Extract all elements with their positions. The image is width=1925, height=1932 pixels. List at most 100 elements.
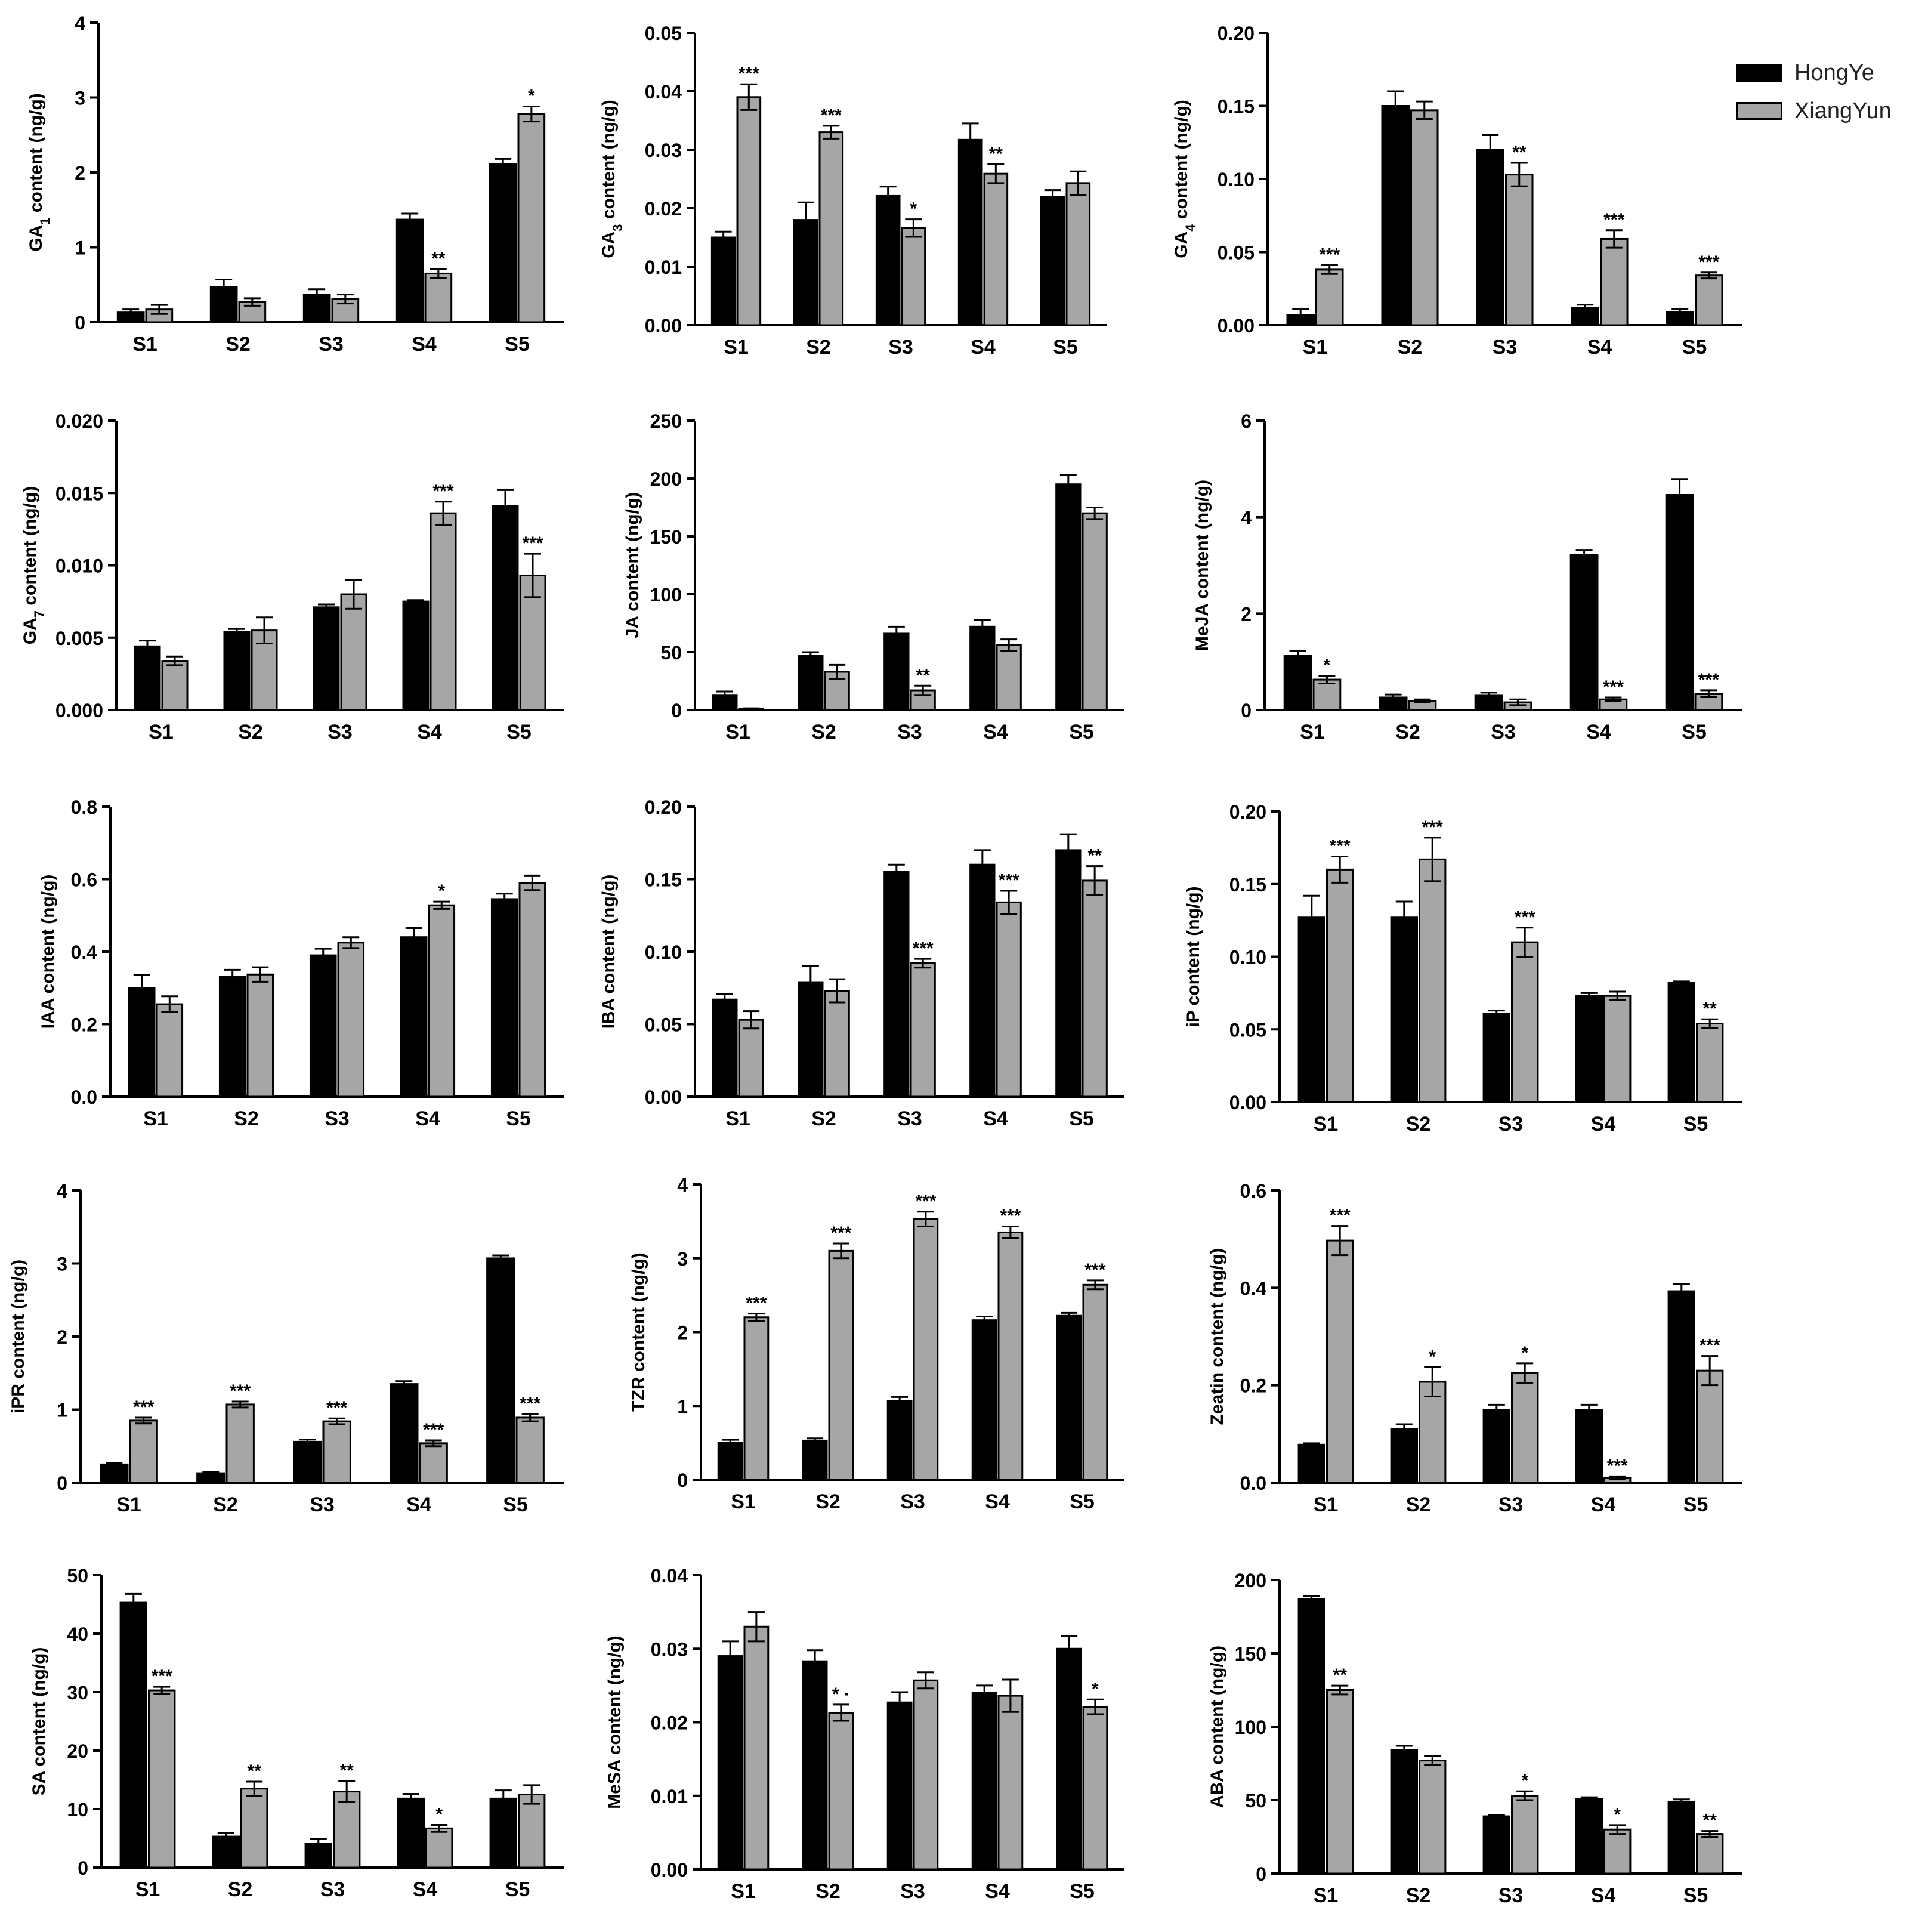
- y-tick-label: 1: [75, 237, 85, 259]
- bar-xiangyun: [337, 942, 365, 1098]
- y-tick-label: 150: [650, 526, 682, 548]
- x-tick-label: S2: [811, 721, 836, 743]
- x-tick-label: S5: [505, 1878, 530, 1901]
- y-tick-label: 4: [75, 13, 85, 34]
- x-tick-label: S2: [811, 1107, 836, 1130]
- bar-hongye: [1665, 493, 1694, 711]
- significance-label: ***: [133, 1397, 154, 1417]
- bar-hongye: [1056, 1314, 1082, 1481]
- significance-label: ***: [1700, 1336, 1720, 1356]
- chart-panel-3: 0.00 0.05 0.10 0.15 0.20 GA4 content (ng/g) **…: [1172, 23, 1742, 359]
- x-tick-label: S5: [1053, 336, 1078, 359]
- bar-hongye: [1297, 1443, 1326, 1484]
- bar-xiangyun: [1082, 512, 1108, 711]
- y-tick-label: 250: [650, 411, 682, 432]
- significance-label: ***: [1607, 1456, 1628, 1476]
- x-tick-label: S1: [1303, 336, 1328, 359]
- bar-xiangyun: [1419, 1760, 1447, 1875]
- x-tick-label: S1: [725, 1107, 750, 1130]
- bar-hongye: [717, 1655, 743, 1871]
- y-tick-label: 0.02: [651, 1712, 688, 1734]
- y-axis-label-rest: content (ng/g): [20, 486, 40, 610]
- y-tick-label: 0.0: [1240, 1473, 1266, 1494]
- bar-hongye: [883, 871, 910, 1098]
- bar-xiangyun: [743, 1625, 770, 1871]
- bar-hongye: [886, 1701, 913, 1871]
- significance-label: *: [1614, 1805, 1621, 1825]
- bar-hongye: [313, 606, 340, 711]
- y-tick-label: 0.010: [55, 555, 103, 577]
- bar-hongye: [798, 981, 824, 1098]
- significance-label: **: [1333, 1665, 1348, 1685]
- y-axis-label: MeSA content (ng/g): [605, 1635, 625, 1809]
- y-tick-label: 0.03: [645, 140, 682, 161]
- y-tick-label: 0: [57, 1473, 67, 1494]
- significance-label: *: [438, 881, 445, 901]
- y-tick-label: 0: [75, 312, 85, 334]
- significance-label: ***: [1698, 670, 1719, 690]
- bar-xiangyun: [424, 272, 453, 323]
- chart-panel-5: 0 50 100 150 200 250 JA content (ng/g) S1 S2 ** S3…: [623, 411, 1124, 743]
- x-tick-label: S3: [900, 1490, 925, 1513]
- chart-panel-11: 0 1 2 3 4 TZR content (ng/g) *** S1 *** S2 *** S3 **…: [629, 1174, 1124, 1513]
- y-axis-label-subscript: 7: [32, 610, 47, 618]
- significance-label: ***: [1515, 908, 1535, 927]
- x-tick-label: S4: [1586, 721, 1611, 743]
- y-axis-label: IBA content (ng/g): [599, 875, 619, 1029]
- significance-label: ***: [520, 1394, 540, 1413]
- y-tick-label: 3: [75, 88, 85, 109]
- bar-xiangyun: [828, 1711, 854, 1871]
- legend-swatch-xiangyun: [1736, 102, 1782, 120]
- y-axis-label-main: ABA content (ng/g): [1207, 1646, 1227, 1808]
- y-tick-label: 0.2: [1240, 1375, 1266, 1397]
- bar-hongye: [1055, 483, 1082, 711]
- y-axis-label: iPR content (ng/g): [8, 1260, 28, 1413]
- significance-label: **: [340, 1761, 354, 1780]
- bar-hongye: [1667, 1800, 1696, 1875]
- bar-hongye: [128, 987, 156, 1098]
- bar-hongye: [1390, 1428, 1419, 1484]
- y-tick-label: 0.00: [1218, 315, 1255, 337]
- significance-label: ***: [1330, 836, 1351, 856]
- bar-xiangyun: [901, 227, 926, 326]
- significance-label: ***: [1603, 210, 1624, 230]
- x-tick-label: S1: [724, 336, 749, 359]
- chart-panel-15: 0 50 100 150 200 ABA content (ng/g) ** S1 S2 * S3 *…: [1207, 1570, 1742, 1907]
- y-tick-label: 4: [57, 1180, 67, 1202]
- y-tick-label: 0.00: [1229, 1092, 1266, 1113]
- y-tick-label: 0.02: [645, 198, 682, 220]
- bar-xiangyun: [1600, 237, 1629, 326]
- significance-label: *: [910, 199, 917, 219]
- x-tick-label: S1: [1300, 721, 1325, 743]
- y-tick-label: 0.05: [1218, 242, 1255, 264]
- bar-xiangyun: [225, 1403, 255, 1484]
- x-tick-label: S1: [116, 1493, 141, 1516]
- x-tick-label: S4: [985, 1880, 1010, 1903]
- x-tick-label: S4: [985, 1490, 1010, 1513]
- significance-label: * ·: [832, 1684, 850, 1704]
- y-tick-label: 4: [677, 1174, 688, 1196]
- y-tick-label: 0.10: [645, 942, 682, 963]
- y-tick-label: 50: [1245, 1790, 1266, 1811]
- bar-xiangyun: [1511, 1795, 1539, 1875]
- bar-xiangyun: [333, 1791, 361, 1869]
- x-tick-label: S5: [1070, 1880, 1095, 1903]
- bar-hongye: [1569, 554, 1599, 711]
- y-axis-label: GA7 content (ng/g): [20, 486, 47, 645]
- y-axis-label: ABA content (ng/g): [1207, 1646, 1227, 1808]
- y-axis-label-rest: content (ng/g): [1172, 100, 1191, 224]
- y-tick-label: 0.01: [651, 1786, 688, 1807]
- significance-label: *: [528, 87, 535, 106]
- y-tick-label: 0: [1241, 700, 1252, 721]
- bar-hongye: [1482, 1012, 1511, 1103]
- bar-hongye: [402, 600, 430, 711]
- bar-xiangyun: [1511, 941, 1539, 1103]
- y-tick-label: 2: [677, 1322, 688, 1344]
- y-tick-label: 2: [1241, 603, 1252, 625]
- x-tick-label: S5: [1683, 1493, 1708, 1516]
- x-tick-label: S3: [1498, 1493, 1524, 1516]
- significance-label: *: [1092, 1679, 1099, 1699]
- bar-xiangyun: [246, 973, 274, 1098]
- bar-hongye: [293, 1440, 322, 1484]
- significance-label: **: [916, 665, 930, 685]
